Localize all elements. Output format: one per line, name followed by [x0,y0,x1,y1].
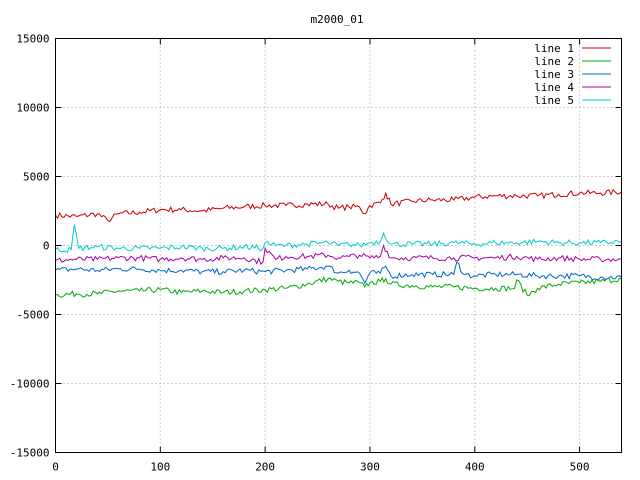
legend-label: line 3 [534,68,574,81]
legend-label: line 5 [534,94,574,107]
y-tick-label: -5000 [16,309,49,322]
legend-label: line 2 [534,55,574,68]
y-axis: -15000 -10000 -5000 0 5000 10000 15000 [10,33,622,460]
y-tick-label: 15000 [16,33,49,46]
series-line-2 [55,276,622,298]
x-tick-label: 0 [52,461,59,474]
x-tick-label: 400 [465,461,485,474]
x-tick-label: 100 [150,461,170,474]
legend-label: line 4 [534,81,574,94]
series-line-1 [55,188,622,223]
series-line-4 [55,243,622,265]
plot-frame [55,38,622,453]
grid-lines [55,38,622,453]
chart-title: m2000_01 [311,13,364,26]
y-tick-label: 5000 [23,171,50,184]
y-tick-label: 10000 [16,102,49,115]
series-line-5 [55,224,622,254]
y-tick-label: -10000 [10,378,50,391]
y-tick-label: -15000 [10,447,50,460]
y-tick-label: 0 [43,240,50,253]
series-line-3 [55,261,622,284]
x-axis: 0 100 200 300 400 500 [52,38,590,474]
legend-label: line 1 [534,42,574,55]
x-tick-label: 200 [255,461,275,474]
x-tick-label: 300 [360,461,380,474]
series-group [55,188,622,298]
x-tick-label: 500 [570,461,590,474]
